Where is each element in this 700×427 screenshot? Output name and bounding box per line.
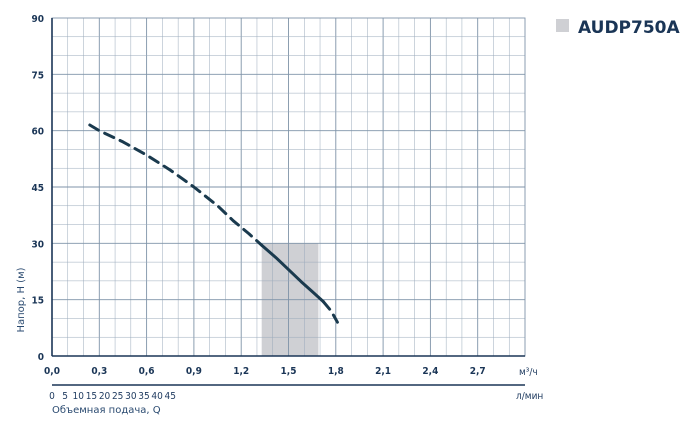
x-tick-label-primary: 1,5 bbox=[281, 366, 297, 377]
tick-labels: 0 15 30 45 60 75 90 0,0 0,3 0,6 0,9 1,2 1,5 1,8 2,1 2,4… bbox=[31, 14, 485, 402]
y-tick-label: 90 bbox=[31, 14, 44, 25]
curve-segment-dashed bbox=[88, 123, 264, 247]
y-tick-label: 60 bbox=[31, 127, 44, 138]
x-tick-label-primary: 0,6 bbox=[139, 366, 155, 377]
x-tick-label-primary: 2,1 bbox=[375, 366, 391, 377]
y-tick-label: 15 bbox=[31, 296, 44, 307]
x-tick-label-secondary: 0 bbox=[49, 391, 55, 402]
x-unit-secondary: л/мин bbox=[516, 391, 543, 402]
grid bbox=[51, 17, 526, 357]
curve-segment-dashed bbox=[321, 300, 339, 324]
x-tick-label-primary: 0,9 bbox=[186, 366, 202, 377]
x-tick-label-secondary: 45 bbox=[165, 391, 176, 402]
x-tick-label-secondary: 20 bbox=[99, 391, 111, 402]
x-tick-label-primary: 2,7 bbox=[470, 366, 486, 377]
curve-layer bbox=[88, 123, 339, 324]
x-tick-label-secondary: 10 bbox=[73, 391, 85, 402]
x-tick-label-primary: 1,8 bbox=[328, 366, 344, 377]
x-tick-label-primary: 1,2 bbox=[233, 366, 249, 377]
legend-label: AUDP750A bbox=[578, 18, 680, 38]
x-axis-title: Объемная подача, Q bbox=[52, 405, 161, 416]
y-tick-label: 30 bbox=[31, 239, 44, 250]
x-tick-label-primary: 0,3 bbox=[91, 366, 107, 377]
curve-segment-solid bbox=[260, 243, 325, 303]
x-unit-primary: м³/ч bbox=[519, 367, 538, 378]
x-tick-label-secondary: 35 bbox=[138, 391, 149, 402]
y-tick-label: 0 bbox=[38, 352, 44, 363]
x-tick-label-secondary: 30 bbox=[125, 391, 137, 402]
x-tick-label-secondary: 15 bbox=[86, 391, 97, 402]
axes bbox=[51, 18, 525, 386]
x-tick-label-secondary: 25 bbox=[112, 391, 123, 402]
x-tick-label-primary: 2,4 bbox=[422, 366, 438, 377]
y-axis-title: Напор, H (м) bbox=[16, 267, 27, 332]
y-tick-label: 75 bbox=[31, 70, 44, 81]
legend-swatch bbox=[556, 19, 569, 32]
x-tick-label-primary: 0,0 bbox=[44, 366, 60, 377]
y-tick-label: 45 bbox=[31, 183, 44, 194]
x-tick-label-secondary: 40 bbox=[151, 391, 163, 402]
x-tick-label-secondary: 5 bbox=[62, 391, 68, 402]
